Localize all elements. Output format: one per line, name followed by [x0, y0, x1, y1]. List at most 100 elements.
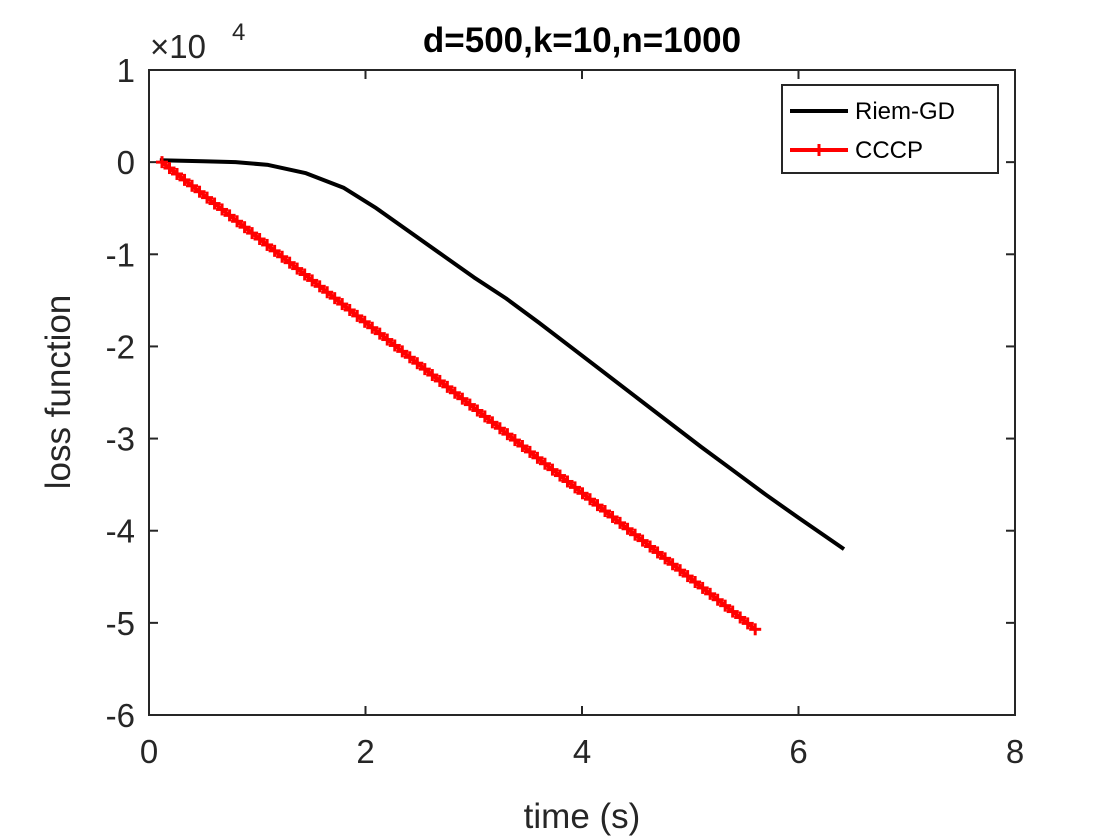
series-layer	[155, 156, 846, 636]
cccp-point	[538, 457, 551, 470]
legend-label-riem-gd: Riem-GD	[855, 98, 955, 125]
cccp-point	[666, 558, 679, 571]
cccp-point	[674, 564, 687, 577]
cccp-point	[193, 185, 206, 198]
cccp-point	[336, 298, 349, 311]
cccp-point	[644, 540, 657, 553]
cccp-point	[328, 292, 341, 305]
cccp-point	[621, 522, 634, 535]
cccp-point	[388, 339, 401, 352]
y-tick-label: -5	[106, 605, 135, 642]
cccp-point	[478, 410, 491, 423]
x-tick-label: 2	[356, 733, 374, 770]
cccp-point	[471, 404, 484, 417]
y-tick-label: 0	[117, 144, 135, 181]
cccp-point	[599, 505, 612, 518]
legend-label-cccp: CCCP	[855, 137, 923, 164]
cccp-point	[531, 451, 544, 464]
cccp-point	[546, 463, 559, 476]
cccp-point	[216, 203, 229, 216]
cccp-point	[253, 233, 266, 246]
cccp-point	[486, 416, 499, 429]
cccp-point	[704, 587, 717, 600]
cccp-point	[659, 552, 672, 565]
x-tick-label: 8	[1006, 733, 1024, 770]
y-tick-label: -6	[106, 697, 135, 734]
legend: Riem-GD CCCP	[781, 84, 999, 174]
cccp-point	[268, 244, 281, 257]
cccp-point	[291, 262, 304, 275]
y-multiplier: ×10	[150, 28, 206, 65]
y-axis-ticks: 1 0 -1 -2 -3 -4 -5 -6	[106, 52, 1015, 734]
legend-box	[781, 84, 999, 174]
cccp-point	[501, 428, 514, 441]
cccp-point	[418, 363, 431, 376]
cccp-point	[493, 422, 506, 435]
cccp-point	[749, 623, 762, 636]
cccp-point	[358, 315, 371, 328]
cccp-point	[719, 599, 732, 612]
cccp-point	[606, 510, 619, 523]
x-tick-label: 4	[573, 733, 591, 770]
cccp-point	[396, 345, 409, 358]
cccp-point	[261, 238, 274, 251]
series-markers-cccp	[155, 156, 762, 636]
cccp-point	[223, 209, 236, 222]
plot-area	[149, 70, 1015, 715]
y-tick-label: -4	[106, 513, 135, 550]
cccp-point	[741, 617, 754, 630]
cccp-point	[231, 215, 244, 228]
cccp-point	[426, 369, 439, 382]
cccp-point	[283, 256, 296, 269]
cccp-point	[568, 481, 581, 494]
cccp-point	[381, 333, 394, 346]
cccp-point	[463, 398, 476, 411]
cccp-point	[696, 581, 709, 594]
cccp-point	[523, 445, 536, 458]
cccp-point	[306, 274, 319, 287]
cccp-point	[276, 250, 289, 263]
y-axis-label: loss function	[39, 295, 78, 490]
x-axis-label: time (s)	[524, 797, 641, 836]
cccp-point	[636, 534, 649, 547]
cccp-point	[584, 493, 597, 506]
cccp-point	[178, 173, 191, 186]
chart-title: d=500,k=10,n=1000	[423, 21, 741, 60]
cccp-point	[351, 309, 364, 322]
cccp-point	[448, 386, 461, 399]
cccp-point	[681, 570, 694, 583]
cccp-point	[163, 162, 176, 175]
cccp-point	[561, 475, 574, 488]
y-tick-label: 1	[117, 52, 135, 89]
cccp-point	[553, 469, 566, 482]
cccp-point	[313, 280, 326, 293]
cccp-point	[201, 191, 214, 204]
cccp-point	[711, 593, 724, 606]
cccp-point	[186, 179, 199, 192]
cccp-point	[726, 605, 739, 618]
cccp-point	[298, 268, 311, 281]
cccp-point	[238, 221, 251, 234]
legend-marker-cccp	[813, 144, 825, 156]
cccp-point	[321, 286, 334, 299]
plot-frame	[148, 69, 1016, 716]
cccp-point	[651, 546, 664, 559]
cccp-point	[516, 439, 529, 452]
cccp-point	[208, 197, 221, 210]
y-tick-label: -3	[106, 421, 135, 458]
y-exponent: 4	[232, 19, 245, 46]
cccp-point	[629, 528, 642, 541]
cccp-point	[508, 434, 521, 447]
cccp-point	[614, 516, 627, 529]
x-tick-label: 0	[140, 733, 158, 770]
x-axis-ticks: 0 2 4 6 8	[140, 70, 1024, 770]
cccp-point	[689, 575, 702, 588]
cccp-point	[411, 357, 424, 370]
cccp-point	[366, 321, 379, 334]
cccp-point	[576, 487, 589, 500]
y-tick-label: -2	[106, 328, 135, 365]
cccp-point	[343, 303, 356, 316]
cccp-point	[155, 156, 168, 169]
cccp-point	[373, 327, 386, 340]
